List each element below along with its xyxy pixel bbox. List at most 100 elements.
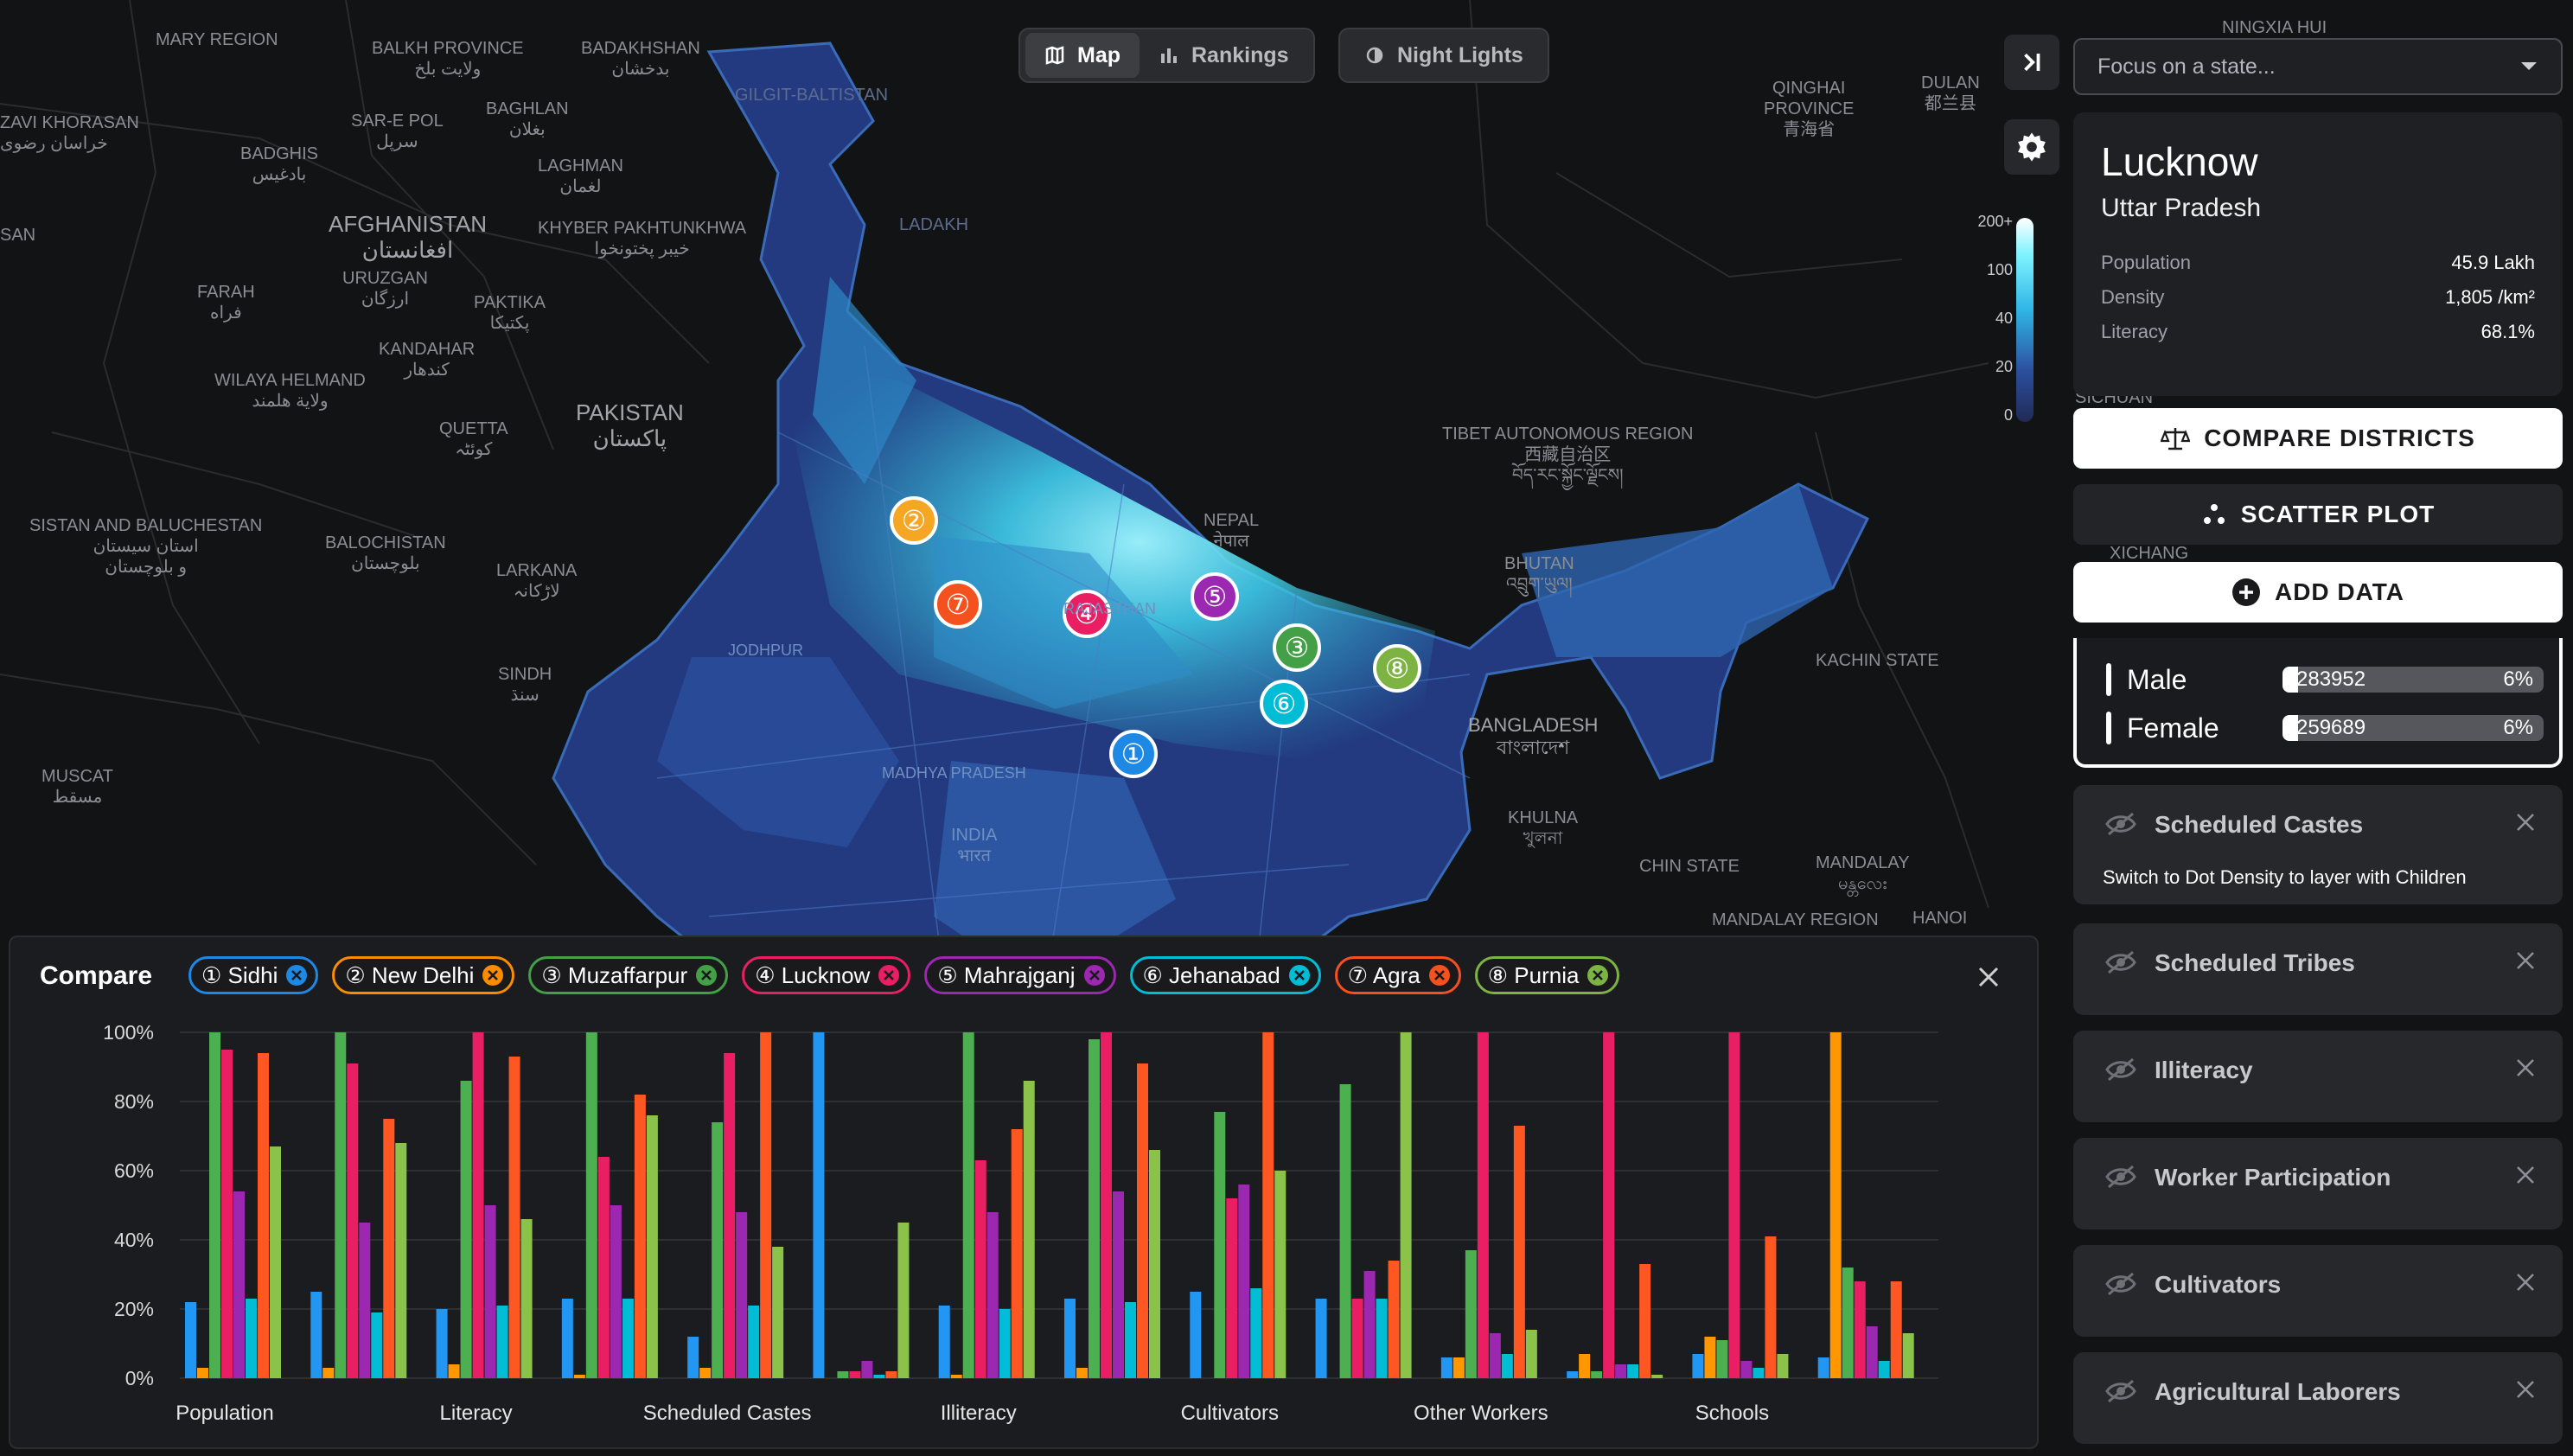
remove-chip-icon[interactable] xyxy=(696,965,718,986)
bar-lucknow[interactable] xyxy=(724,1053,736,1378)
bar-sidhi[interactable] xyxy=(687,1337,699,1378)
bar-jehanabad[interactable] xyxy=(873,1375,885,1378)
bar-muzaffarpur[interactable] xyxy=(1339,1084,1351,1378)
bar-muzaffarpur[interactable] xyxy=(712,1122,724,1378)
remove-layer-icon[interactable] xyxy=(2512,948,2538,974)
bar-jehanabad[interactable] xyxy=(1878,1361,1890,1378)
remove-chip-icon[interactable] xyxy=(286,965,308,986)
settings-button[interactable] xyxy=(2004,119,2059,175)
bar-agra[interactable] xyxy=(1765,1236,1777,1378)
bar-purnia[interactable] xyxy=(270,1146,281,1378)
bar-lucknow[interactable] xyxy=(974,1160,986,1378)
bar-sidhi[interactable] xyxy=(1064,1299,1076,1378)
bar-sidhi[interactable] xyxy=(1440,1357,1452,1378)
bar-agra[interactable] xyxy=(760,1032,772,1378)
bar-mahrajganj[interactable] xyxy=(986,1212,999,1378)
remove-chip-icon[interactable] xyxy=(482,965,504,986)
layer-card[interactable]: Cultivators xyxy=(2073,1245,2563,1337)
layer-card[interactable]: Scheduled Castes Switch to Dot Density to… xyxy=(2073,785,2563,904)
remove-chip-icon[interactable] xyxy=(1587,965,1609,986)
bar-mahrajganj[interactable] xyxy=(736,1212,748,1378)
bar-new-delhi[interactable] xyxy=(448,1364,460,1378)
layer-card[interactable]: Agricultural Laborers xyxy=(2073,1352,2563,1444)
close-compare-icon[interactable] xyxy=(1975,963,2002,991)
bar-agra[interactable] xyxy=(258,1053,269,1378)
bar-muzaffarpur[interactable] xyxy=(585,1032,597,1378)
bar-muzaffarpur[interactable] xyxy=(1591,1371,1603,1378)
bar-agra[interactable] xyxy=(1011,1129,1023,1378)
bar-new-delhi[interactable] xyxy=(1704,1337,1716,1378)
bar-sidhi[interactable] xyxy=(1567,1371,1579,1378)
bar-muzaffarpur[interactable] xyxy=(1842,1268,1854,1378)
bar-new-delhi[interactable] xyxy=(1829,1032,1842,1378)
state-select[interactable]: Focus on a state... xyxy=(2073,38,2563,95)
layer-card[interactable]: Illiteracy xyxy=(2073,1031,2563,1122)
bar-mahrajganj[interactable] xyxy=(610,1205,622,1378)
bar-agra[interactable] xyxy=(1513,1126,1525,1378)
bar-jehanabad[interactable] xyxy=(246,1299,257,1378)
bar-purnia[interactable] xyxy=(897,1223,910,1378)
bar-mahrajganj[interactable] xyxy=(1489,1333,1501,1378)
remove-layer-icon[interactable] xyxy=(2512,1055,2538,1081)
bar-muzaffarpur[interactable] xyxy=(1465,1250,1477,1378)
bar-new-delhi[interactable] xyxy=(573,1375,585,1378)
bar-lucknow[interactable] xyxy=(1477,1032,1489,1378)
bar-new-delhi[interactable] xyxy=(699,1368,712,1378)
bar-sidhi[interactable] xyxy=(185,1302,196,1378)
bar-lucknow[interactable] xyxy=(849,1371,861,1378)
bar-purnia[interactable] xyxy=(646,1115,658,1378)
bar-purnia[interactable] xyxy=(1777,1354,1789,1378)
tab-map[interactable]: Map xyxy=(1025,33,1140,78)
bar-mahrajganj[interactable] xyxy=(484,1205,496,1378)
layer-card[interactable]: Scheduled Tribes xyxy=(2073,923,2563,1015)
bar-new-delhi[interactable] xyxy=(197,1368,208,1378)
remove-layer-icon[interactable] xyxy=(2512,1162,2538,1188)
bar-mahrajganj[interactable] xyxy=(861,1361,873,1378)
eye-off-icon[interactable] xyxy=(2104,1378,2137,1404)
district-marker-7[interactable]: ⑦ xyxy=(934,580,982,629)
district-marker-2[interactable]: ② xyxy=(890,496,938,545)
bar-muzaffarpur[interactable] xyxy=(460,1081,472,1378)
bar-agra[interactable] xyxy=(1262,1032,1274,1378)
scatter-plot-button[interactable]: SCATTER PLOT xyxy=(2073,484,2563,545)
eye-off-icon[interactable] xyxy=(2104,1164,2137,1190)
bar-jehanabad[interactable] xyxy=(1753,1368,1765,1378)
compare-districts-button[interactable]: COMPARE DISTRICTS xyxy=(2073,408,2563,469)
bar-lucknow[interactable] xyxy=(1854,1281,1866,1378)
bar-jehanabad[interactable] xyxy=(622,1299,634,1378)
bar-mahrajganj[interactable] xyxy=(1363,1271,1376,1378)
bar-sidhi[interactable] xyxy=(436,1309,448,1378)
bar-agra[interactable] xyxy=(383,1119,395,1378)
bar-jehanabad[interactable] xyxy=(371,1312,383,1378)
bar-mahrajganj[interactable] xyxy=(359,1223,371,1378)
bar-muzaffarpur[interactable] xyxy=(837,1371,849,1378)
bar-sidhi[interactable] xyxy=(1190,1292,1202,1378)
bar-purnia[interactable] xyxy=(1149,1150,1160,1378)
bar-mahrajganj[interactable] xyxy=(1866,1326,1878,1378)
bar-purnia[interactable] xyxy=(1274,1171,1286,1378)
bar-muzaffarpur[interactable] xyxy=(1214,1112,1226,1378)
bar-mahrajganj[interactable] xyxy=(233,1191,245,1378)
layer-card[interactable]: Worker Participation xyxy=(2073,1138,2563,1229)
night-lights-button[interactable]: Night Lights xyxy=(1345,33,1542,78)
district-marker-3[interactable]: ③ xyxy=(1273,623,1321,672)
bar-sidhi[interactable] xyxy=(1817,1357,1829,1378)
bar-purnia[interactable] xyxy=(1902,1333,1914,1378)
bar-muzaffarpur[interactable] xyxy=(1716,1340,1728,1378)
bar-muzaffarpur[interactable] xyxy=(1089,1039,1100,1378)
bar-agra[interactable] xyxy=(1639,1264,1651,1378)
bar-muzaffarpur[interactable] xyxy=(209,1032,220,1378)
bar-lucknow[interactable] xyxy=(1101,1032,1112,1378)
bar-sidhi[interactable] xyxy=(938,1306,950,1378)
bar-agra[interactable] xyxy=(634,1095,646,1378)
bar-purnia[interactable] xyxy=(1651,1375,1663,1378)
bar-jehanabad[interactable] xyxy=(1125,1302,1136,1378)
remove-layer-icon[interactable] xyxy=(2512,809,2538,835)
bar-lucknow[interactable] xyxy=(221,1050,233,1378)
district-marker-5[interactable]: ⑤ xyxy=(1191,572,1239,621)
bar-lucknow[interactable] xyxy=(1351,1299,1363,1378)
bar-new-delhi[interactable] xyxy=(950,1375,962,1378)
bar-jehanabad[interactable] xyxy=(748,1306,760,1378)
remove-layer-icon[interactable] xyxy=(2512,1376,2538,1402)
bar-lucknow[interactable] xyxy=(1728,1032,1740,1378)
